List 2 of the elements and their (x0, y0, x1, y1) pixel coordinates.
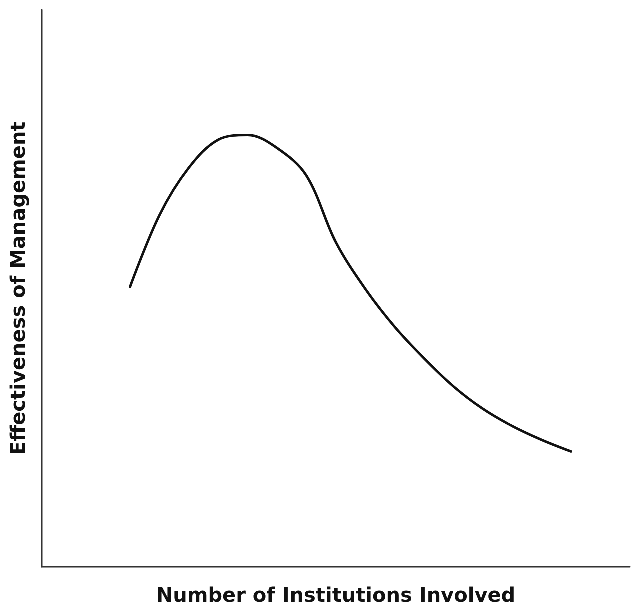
y-axis-title: Effectiveness of Management (6, 121, 30, 456)
x-axis-title: Number of Institutions Involved (156, 583, 516, 607)
